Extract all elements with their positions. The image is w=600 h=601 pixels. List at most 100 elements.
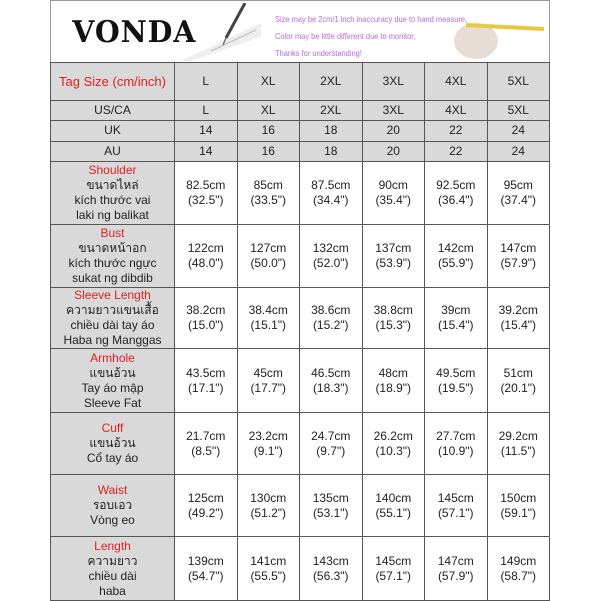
region-size-cell: 14 bbox=[174, 120, 238, 142]
inch-value: (32.5") bbox=[187, 193, 224, 207]
cm-value: 149cm bbox=[500, 553, 537, 568]
measurement-cell: 127cm (50.0") bbox=[236, 224, 300, 288]
inch-value: (50.0") bbox=[250, 256, 287, 270]
region-size-cell: 22 bbox=[424, 120, 488, 142]
measurement-translation: รอบเอว bbox=[92, 498, 133, 512]
measurement-cell: 122cm (48.0") bbox=[174, 224, 238, 288]
cm-value: 92.5cm bbox=[436, 178, 476, 192]
inch-value: (17.1") bbox=[187, 380, 224, 395]
size-chart-table: Tag Size (cm/inch) L XL 2XL 3XL 4XL 5XL … bbox=[50, 62, 550, 601]
cm-value: 26.2cm bbox=[373, 428, 413, 443]
measurement-row: Length ความยาว chiều dài haba 139cm (54.7") 14… bbox=[50, 536, 550, 601]
inch-value: (10.3") bbox=[375, 443, 412, 458]
cm-value: 39.2cm bbox=[498, 303, 538, 317]
region-size-cell: L bbox=[174, 100, 238, 121]
cm-value: 147cm bbox=[437, 553, 474, 568]
measurement-cell: 38.8cm (15.3") bbox=[361, 287, 425, 349]
inch-value: (35.4") bbox=[375, 193, 412, 207]
inch-value: (15.0") bbox=[187, 318, 224, 332]
cm-value: 139cm bbox=[187, 553, 224, 568]
region-size-cell: 22 bbox=[424, 140, 488, 162]
measurement-translation: Tay áo mập bbox=[81, 380, 144, 395]
cm-value: 150cm bbox=[500, 490, 537, 505]
measurement-cell: 38.4cm (15.1") bbox=[236, 287, 300, 349]
measurement-translation: haba bbox=[99, 583, 126, 598]
cm-value: 132cm bbox=[312, 241, 349, 255]
cm-value: 82.5cm bbox=[186, 178, 226, 192]
cm-value: 140cm bbox=[375, 490, 412, 505]
measurement-cell: 150cm (59.1") bbox=[486, 474, 550, 537]
region-size-cell: 2XL bbox=[299, 100, 363, 121]
measurement-cell: 39.2cm (15.4") bbox=[486, 287, 550, 349]
inch-value: (57.1") bbox=[437, 505, 474, 520]
measurement-cell: 51cm (20.1") bbox=[486, 348, 550, 413]
cm-value: 127cm bbox=[250, 241, 287, 255]
inch-value: (51.2") bbox=[250, 505, 287, 520]
inch-value: (15.1") bbox=[250, 318, 287, 332]
cm-value: 143cm bbox=[312, 553, 349, 568]
brand-logo: VONDA bbox=[72, 15, 197, 50]
size-header: 3XL bbox=[361, 62, 425, 101]
measurement-translation: chiều dài tay áo bbox=[70, 318, 155, 332]
size-header: 2XL bbox=[299, 62, 363, 101]
measurement-name: Cuff bbox=[101, 421, 124, 435]
cm-value: 147cm bbox=[500, 241, 537, 255]
measurement-cell: 135cm (53.1") bbox=[299, 474, 363, 537]
region-size-cell: 20 bbox=[361, 120, 425, 142]
inch-value: (18.9") bbox=[375, 380, 412, 395]
region-label: AU bbox=[50, 140, 175, 162]
cm-value: 145cm bbox=[375, 553, 412, 568]
cm-value: 46.5cm bbox=[311, 365, 351, 380]
cm-value: 145cm bbox=[437, 490, 474, 505]
inch-value: (49.2") bbox=[187, 505, 224, 520]
inch-value: (36.4") bbox=[437, 193, 474, 207]
measurement-translation: ขนาดไหล่ bbox=[86, 178, 139, 192]
cm-value: 130cm bbox=[250, 490, 287, 505]
measurement-cell: 46.5cm (18.3") bbox=[299, 348, 363, 413]
cm-value: 95cm bbox=[503, 178, 533, 192]
measurement-cell: 95cm (37.4") bbox=[486, 161, 550, 225]
region-row: US/CA L XL 2XL 3XL 4XL 5XL bbox=[50, 100, 550, 121]
inch-value: (10.9") bbox=[437, 443, 474, 458]
measurement-translation: sukat ng dibdib bbox=[72, 271, 153, 285]
measurement-cell: 140cm (55.1") bbox=[361, 474, 425, 537]
measurement-cell: 49.5cm (19.5") bbox=[424, 348, 488, 413]
region-size-cell: 5XL bbox=[486, 100, 550, 121]
measurement-row: Shoulder ขนาดไหล่ kích thước vai laki ng ba… bbox=[50, 161, 550, 225]
measurement-cell: 38.6cm (15.2") bbox=[299, 287, 363, 349]
measurement-label: Shoulder ขนาดไหล่ kích thước vai laki ng ba… bbox=[50, 161, 175, 225]
inch-value: (53.9") bbox=[375, 256, 412, 270]
cm-value: 27.7cm bbox=[436, 428, 476, 443]
region-size-cell: XL bbox=[236, 100, 300, 121]
region-label: UK bbox=[50, 120, 175, 142]
region-size-cell: 4XL bbox=[424, 100, 488, 121]
region-row: UK 14 16 18 20 22 24 bbox=[50, 120, 550, 142]
inch-value: (55.1") bbox=[375, 505, 412, 520]
measurement-translation: Cổ tay áo bbox=[86, 451, 139, 465]
inch-value: (17.7") bbox=[250, 380, 287, 395]
inch-value: (59.1") bbox=[500, 505, 537, 520]
measurement-cell: 137cm (53.9") bbox=[361, 224, 425, 288]
measurement-row: Bust ขนาดหน้าอก kích thước ngực sukat ng di… bbox=[50, 224, 550, 288]
cm-value: 29.2cm bbox=[498, 428, 538, 443]
measurement-cell: 149cm (58.7") bbox=[486, 536, 550, 601]
inch-value: (57.1") bbox=[375, 568, 412, 583]
note-line: Color may be little different due to mon… bbox=[275, 31, 416, 41]
region-size-cell: 18 bbox=[299, 140, 363, 162]
inch-value: (33.5") bbox=[250, 193, 287, 207]
measurement-translation: แขนอ้วน bbox=[89, 365, 136, 380]
inch-value: (55.5") bbox=[250, 568, 287, 583]
cm-value: 21.7cm bbox=[186, 428, 226, 443]
measurement-cell: 145cm (57.1") bbox=[361, 536, 425, 601]
inch-value: (15.4") bbox=[437, 318, 474, 332]
cm-value: 51cm bbox=[503, 365, 533, 380]
size-header: XL bbox=[236, 62, 300, 101]
measurement-cell: 139cm (54.7") bbox=[174, 536, 238, 601]
inch-value: (56.3") bbox=[312, 568, 349, 583]
measurement-translation: ขนาดหน้าอก bbox=[78, 241, 147, 255]
cm-value: 43.5cm bbox=[186, 365, 226, 380]
measurement-cell: 141cm (55.5") bbox=[236, 536, 300, 601]
measurement-cell: 132cm (52.0") bbox=[299, 224, 363, 288]
cm-value: 90cm bbox=[378, 178, 408, 192]
measurement-name: Length bbox=[94, 538, 131, 553]
